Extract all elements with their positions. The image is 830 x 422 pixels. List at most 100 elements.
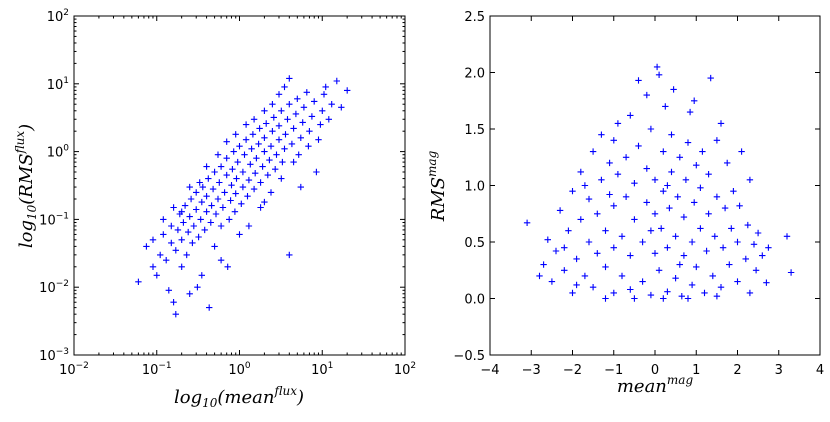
data-point: [697, 225, 704, 232]
x-tick-label: 1: [692, 363, 700, 378]
data-point: [724, 159, 731, 167]
data-point: [666, 204, 673, 212]
data-point: [552, 247, 560, 255]
data-point: [670, 86, 677, 93]
data-point: [286, 251, 293, 259]
x-tick-label: −2: [563, 363, 582, 378]
data-point: [248, 145, 255, 152]
x-tick-label: −3: [522, 363, 541, 378]
data-point: [219, 204, 227, 211]
data-point: [664, 244, 671, 251]
data-point: [631, 180, 638, 187]
data-point: [168, 222, 175, 230]
data-point: [261, 134, 268, 141]
data-point: [294, 95, 301, 102]
data-point: [201, 226, 208, 234]
data-point: [275, 136, 283, 143]
data-point: [257, 204, 264, 211]
y-tick-label: 10−2: [39, 279, 69, 296]
data-point: [540, 261, 547, 268]
data-point: [606, 159, 613, 167]
y-tick-label: 1.5: [464, 123, 485, 138]
data-point: [320, 91, 328, 98]
data-point: [292, 110, 300, 118]
data-point: [672, 233, 679, 240]
data-point: [199, 183, 206, 191]
data-point: [256, 125, 263, 132]
data-point: [333, 77, 340, 85]
data-point: [614, 171, 622, 178]
y-tick-label: 2.0: [464, 67, 485, 82]
data-point: [163, 257, 170, 264]
data-point: [750, 241, 758, 248]
data-point: [193, 189, 200, 196]
data-point: [236, 231, 243, 238]
y-tick-label: 0.0: [464, 293, 485, 308]
data-point: [186, 183, 193, 191]
y-tick-label: 10−3: [39, 347, 69, 364]
x-tick-label: 100: [228, 361, 251, 378]
flux-scatter-points: [135, 75, 351, 318]
data-point: [680, 213, 688, 221]
data-point: [544, 236, 551, 243]
data-point: [668, 168, 675, 176]
data-point: [581, 182, 589, 189]
data-point: [744, 221, 751, 229]
data-point: [178, 263, 185, 270]
data-point: [610, 137, 617, 144]
y-tick-label: 2.5: [464, 10, 485, 25]
data-point: [172, 247, 179, 254]
y-tick-label: 10−1: [39, 211, 69, 228]
flux-plot-frame: [73, 15, 406, 356]
data-point: [721, 204, 729, 212]
data-point: [203, 193, 210, 200]
data-point: [269, 101, 276, 108]
data-point: [676, 154, 683, 161]
data-point: [290, 158, 297, 166]
data-point: [170, 204, 177, 211]
data-point: [226, 216, 233, 223]
data-point: [214, 195, 222, 203]
data-point: [245, 222, 253, 230]
data-point: [239, 183, 247, 191]
data-point: [643, 199, 650, 206]
data-point: [172, 311, 179, 318]
data-point: [160, 216, 167, 223]
data-point: [252, 170, 259, 177]
data-point: [261, 107, 268, 114]
data-point: [217, 222, 225, 230]
data-point: [250, 185, 258, 193]
y-tick-label: 102: [47, 8, 69, 25]
data-point: [684, 139, 692, 146]
data-point: [261, 198, 268, 206]
data-point: [297, 183, 304, 191]
data-point: [598, 176, 605, 183]
data-point: [193, 206, 200, 213]
data-point: [275, 122, 283, 129]
data-point: [734, 278, 741, 285]
data-point: [678, 293, 685, 300]
data-point: [754, 229, 762, 237]
data-point: [589, 148, 597, 155]
data-point: [214, 151, 222, 158]
data-point: [196, 179, 203, 186]
data-point: [264, 171, 271, 179]
data-point: [660, 148, 667, 155]
data-point: [672, 275, 679, 282]
y-tick-label: 1.0: [464, 180, 485, 195]
data-point: [255, 140, 262, 148]
data-point: [627, 286, 634, 293]
mag-y-axis-label: RMSmag: [425, 150, 449, 222]
data-point: [270, 114, 277, 121]
data-point: [249, 131, 257, 138]
data-point: [295, 151, 302, 158]
data-point: [217, 257, 225, 264]
data-point: [186, 290, 193, 297]
data-point: [257, 179, 264, 186]
x-tick-label: 102: [394, 361, 416, 378]
data-point: [253, 155, 260, 162]
data-point: [207, 219, 214, 226]
data-point: [238, 200, 245, 207]
data-point: [536, 272, 543, 280]
